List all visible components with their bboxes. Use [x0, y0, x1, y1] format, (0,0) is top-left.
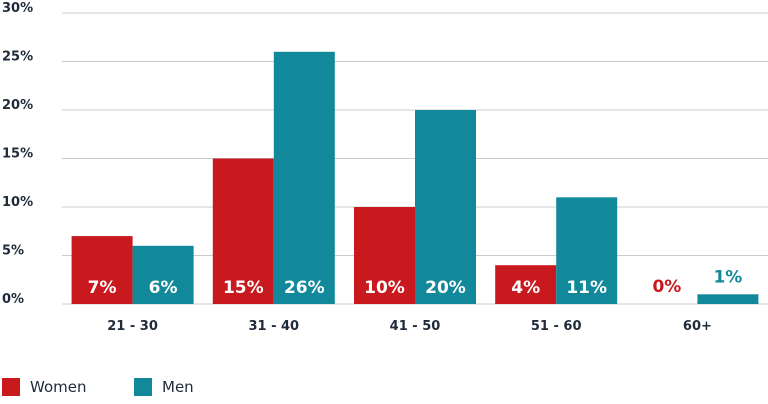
bar-men: [415, 110, 476, 304]
y-tick-label: 30%: [2, 1, 33, 16]
x-category-label: 60+: [683, 319, 712, 334]
data-label-women: 10%: [364, 278, 405, 298]
bar-men: [132, 245, 194, 304]
data-labels: 7% 6% 15% 26% 10% 20% 4% 11% 0% 1%: [88, 267, 743, 298]
x-axis-categories: 21 - 30 31 - 40 41 - 50 51 - 60 60+: [107, 319, 712, 334]
x-category-label: 41 - 50: [390, 319, 441, 334]
data-label-men: 6%: [149, 278, 178, 298]
y-tick-label: 25%: [2, 50, 33, 65]
data-label-men: 26%: [284, 278, 325, 298]
legend-women: Women: [2, 378, 86, 396]
data-label-men: 1%: [713, 267, 742, 287]
bar-women: [71, 236, 133, 304]
bar-men: [273, 51, 335, 304]
bar-men: [556, 197, 618, 304]
legend-men: Men: [134, 378, 194, 396]
legend-women-label: Women: [30, 378, 87, 396]
y-tick-label: 20%: [2, 98, 33, 113]
data-label-women: 7%: [88, 278, 117, 298]
data-label-women: 4%: [511, 278, 540, 298]
legend-men-label: Men: [162, 378, 194, 396]
bars: [71, 51, 759, 304]
y-tick-label: 15%: [2, 147, 33, 162]
y-tick-label: 5%: [2, 244, 24, 259]
data-label-women: 0%: [652, 277, 681, 297]
data-label-men: 11%: [566, 278, 607, 298]
data-label-women: 15%: [223, 278, 264, 298]
bar-women: [212, 158, 274, 304]
bar-chart: 0% 5% 10% 15% 20% 25% 30% 7% 6% 15% 26% 10% 20% 4% 11…: [2, 1, 768, 334]
bar-women: [495, 265, 557, 304]
y-axis-ticks: 0% 5% 10% 15% 20% 25% 30%: [2, 1, 33, 307]
y-tick-label: 0%: [2, 292, 24, 307]
data-label-men: 20%: [425, 278, 466, 298]
legend-men-swatch: [134, 378, 152, 396]
bar-men: [697, 294, 759, 304]
x-category-label: 31 - 40: [248, 319, 299, 334]
y-tick-label: 10%: [2, 195, 33, 210]
x-category-label: 21 - 30: [107, 319, 158, 334]
x-category-label: 51 - 60: [531, 319, 582, 334]
bar-women: [354, 207, 415, 304]
legend-women-swatch: [2, 378, 20, 396]
